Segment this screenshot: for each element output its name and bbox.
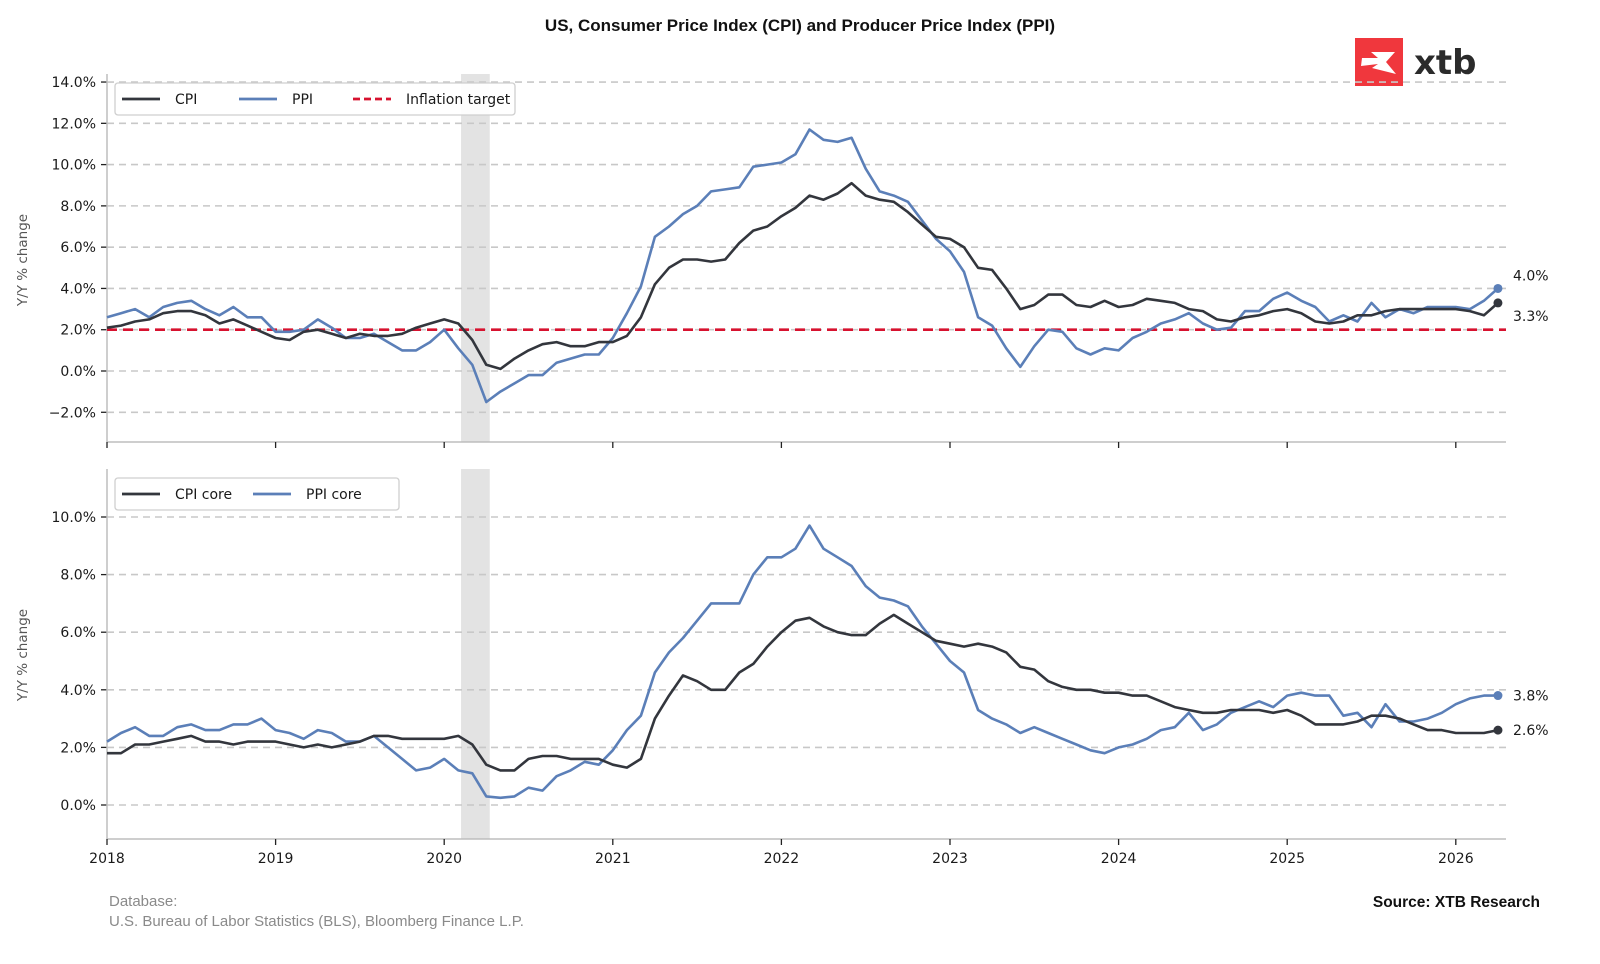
x-tick-label: 2020	[426, 851, 462, 867]
recession-shading	[461, 74, 490, 442]
y-tick-label: 2.0%	[60, 740, 96, 756]
end-point-ppi	[1493, 283, 1503, 293]
end-value-label: 4.0%	[1513, 268, 1549, 284]
legend-label-ppi-core: PPI core	[306, 487, 362, 503]
end-point-cpi	[1493, 298, 1503, 308]
legend-box	[114, 82, 516, 116]
database-label: Database:	[109, 893, 177, 910]
legend: CPI PPI Inflation target	[114, 82, 516, 116]
end-value-label: 2.6%	[1513, 723, 1549, 739]
x-tick-label: 2019	[258, 851, 294, 867]
recession-shading	[461, 469, 490, 839]
bottom-panel: 0.0% 2.0% 4.0% 6.0% 8.0% 10.0% 2018 2019 2020 202…	[15, 469, 1549, 867]
y-tick-label: 10.0%	[52, 510, 96, 526]
xtb-logo: xtb	[1355, 38, 1477, 86]
legend-label-ppi: PPI	[292, 92, 313, 108]
source-label: Source: XTB Research	[1373, 894, 1540, 911]
y-tick-label: 2.0%	[60, 323, 96, 339]
y-tick-label: 4.0%	[60, 281, 96, 297]
y-tick-label: 4.0%	[60, 683, 96, 699]
x-tick-label: 2021	[595, 851, 631, 867]
x-tick-label: 2023	[932, 851, 968, 867]
x-tick-label: 2018	[89, 851, 125, 867]
database-sources: U.S. Bureau of Labor Statistics (BLS), B…	[109, 913, 524, 930]
xtb-logo-text: xtb	[1414, 43, 1477, 83]
legend-label-cpi: CPI	[175, 92, 197, 108]
y-tick-label: 0.0%	[60, 364, 96, 380]
y-tick-label: 6.0%	[60, 625, 96, 641]
legend-label-inflation-target: Inflation target	[406, 92, 511, 108]
y-tick-label: 0.0%	[60, 798, 96, 814]
end-point-cpi-core	[1493, 725, 1503, 735]
series-line-cpi	[106, 181, 1499, 371]
x-tick-label: 2026	[1438, 851, 1474, 867]
series-line-cpi-core	[107, 613, 1499, 772]
y-tick-label: 8.0%	[60, 199, 96, 215]
y-tick-label: −2.0%	[49, 405, 96, 421]
end-value-label: 3.8%	[1513, 689, 1549, 705]
x-tick-label: 2024	[1101, 851, 1137, 867]
y-tick-label: 8.0%	[60, 568, 96, 584]
x-tick-label: 2025	[1269, 851, 1305, 867]
xtb-logo-x-icon	[1361, 52, 1396, 74]
top-panel: −2.0% 0.0% 2.0% 4.0% 6.0% 8.0% 10.0% 12.0% 14.0%…	[15, 74, 1549, 448]
y-tick-label: 10.0%	[52, 158, 96, 174]
x-tick-label: 2022	[764, 851, 800, 867]
legend-label-cpi-core: CPI core	[175, 487, 232, 503]
end-value-label: 3.3%	[1513, 309, 1549, 325]
y-tick-label: 14.0%	[52, 75, 96, 91]
y-tick-label: 12.0%	[52, 116, 96, 132]
y-axis-label: Y/Y % change	[15, 214, 31, 307]
y-axis-label: Y/Y % change	[15, 609, 31, 702]
series-line-ppi-core	[106, 524, 1498, 800]
end-point-ppi-core	[1493, 691, 1503, 701]
y-tick-label: 6.0%	[60, 240, 96, 256]
series-line-ppi	[106, 128, 1499, 404]
chart-title: US, Consumer Price Index (CPI) and Produ…	[545, 16, 1055, 35]
legend: CPI core PPI core	[114, 477, 400, 511]
